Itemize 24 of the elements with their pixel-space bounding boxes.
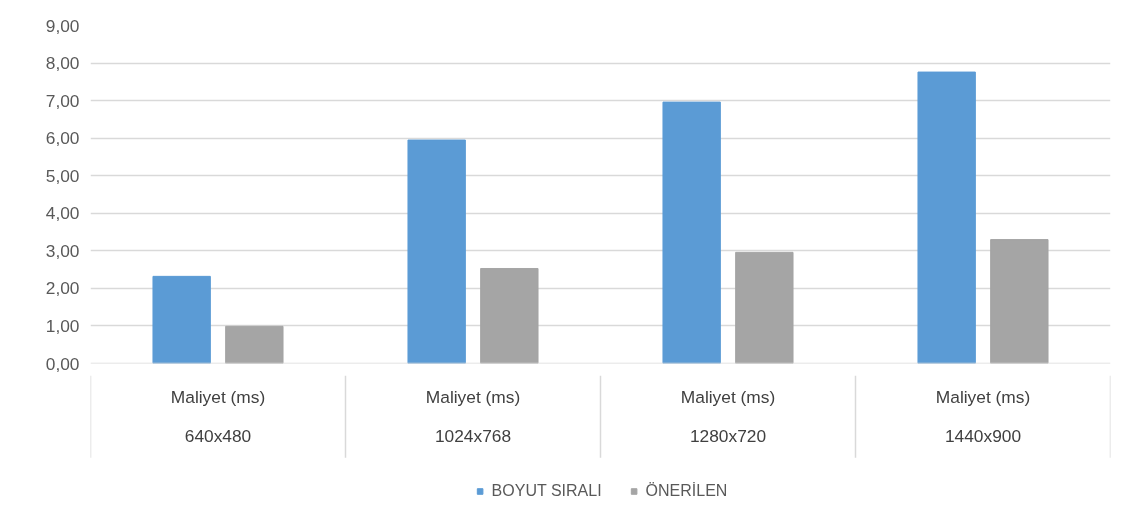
y-tick-label: 3,00: [45, 240, 80, 261]
x-tick-label: Maliyet (ms) 640x480: [170, 386, 266, 447]
y-tick-label: 7,00: [45, 90, 80, 111]
y-tick-label: 4,00: [45, 203, 80, 224]
bar: [917, 71, 976, 364]
bar: [407, 139, 466, 364]
y-tick-label: 2,00: [45, 278, 80, 299]
y-tick-label: 1,00: [45, 315, 80, 336]
x-tick-label: Maliyet (ms) 1024x768: [425, 386, 521, 447]
bar: [152, 275, 211, 364]
bar: [735, 251, 794, 364]
y-tick-label: 0,00: [45, 353, 80, 374]
legend-label: BOYUT SIRALI: [491, 482, 602, 500]
y-tick-label: 9,00: [45, 15, 80, 36]
legend-label: ÖNERİLEN: [645, 482, 728, 500]
x-tick-label: Maliyet (ms) 1280x720: [680, 386, 776, 447]
bar: [480, 267, 539, 364]
y-tick-label: 6,00: [45, 128, 80, 149]
y-tick-label: 5,00: [45, 165, 80, 186]
bar: [662, 101, 721, 364]
bar: [225, 325, 284, 364]
bar: [990, 239, 1049, 364]
x-tick-label: Maliyet (ms) 1440x900: [935, 386, 1031, 447]
y-tick-label: 8,00: [45, 53, 80, 74]
